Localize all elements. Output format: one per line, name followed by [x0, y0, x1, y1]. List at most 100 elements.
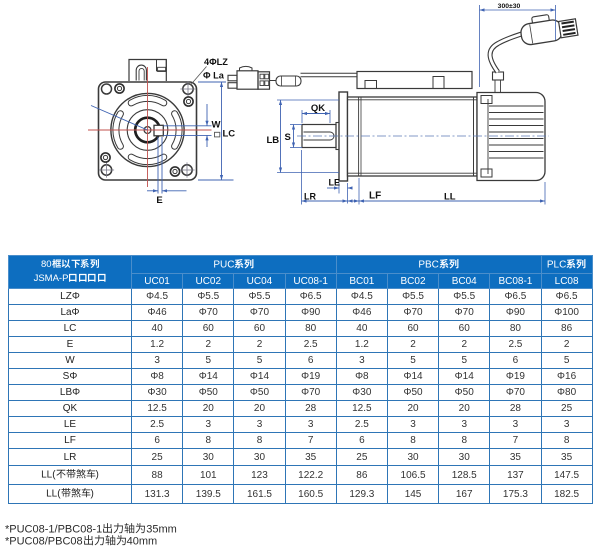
cjk-glyph [61, 488, 71, 498]
la-leader-line [90, 105, 148, 131]
corner-hole [100, 83, 113, 95]
side-flange [338, 91, 349, 182]
column-header-UC02: UC02 [182, 273, 235, 289]
square-symbol [214, 131, 221, 138]
row-label: LBΦ [8, 384, 132, 401]
spec-cell-UC01-W: 3 [130, 352, 184, 369]
table-row-LB: LBΦ Φ30 Φ50 Φ50 Φ70 Φ30 Φ50 Φ50 Φ70 Φ80 [8, 384, 593, 401]
row-label: LC [8, 320, 132, 337]
spec-cell-UC02-LE: 3 [182, 416, 235, 433]
table-row-LR: LR 25 30 30 35 25 30 30 35 35 [8, 448, 593, 466]
spec-cell-BC08-1-LB: Φ70 [489, 384, 542, 401]
motor-body [346, 96, 478, 177]
column-header-LC08: LC08 [540, 273, 593, 289]
spec-cell-BC01-E: 1.2 [335, 336, 388, 353]
column-header-BC02: BC02 [386, 273, 440, 289]
spec-cell-LC08-E: 2 [540, 336, 593, 353]
spec-cell-BC01-LE: 2.5 [335, 416, 388, 433]
spec-cell-UC08-1-LB: Φ70 [284, 384, 337, 401]
spec-cell-LC08-LF: 8 [540, 432, 593, 449]
spec-cell-UC08-1-LR: 35 [284, 448, 337, 466]
spec-cell-BC01-LZ: Φ4.5 [335, 288, 388, 305]
dim-label-lr: LR [304, 192, 316, 202]
spec-cell-BC04-LC: 60 [438, 320, 491, 337]
spec-cell-UC04-S: Φ14 [233, 368, 286, 385]
spec-cell-UC02-W: 5 [182, 352, 235, 369]
cjk-glyph [70, 488, 81, 498]
cjk-glyph [566, 258, 576, 269]
spec-cell-UC01-LB: Φ30 [130, 384, 184, 401]
plug-prong [227, 74, 238, 82]
spec-cell-BC02-LL: 145 [386, 484, 440, 504]
cjk-glyph [135, 523, 146, 534]
spec-cell-BC01-LC: 40 [335, 320, 388, 337]
column-header-BC08-1: BC08-1 [489, 273, 542, 289]
cjk-glyph [439, 258, 449, 269]
arc-slot [171, 110, 183, 150]
spec-cell-UC04-LZ: Φ5.5 [233, 288, 286, 305]
spec-cell-BC08-1-LL: 175.3 [489, 484, 542, 504]
column-header-UC01: UC01 [130, 273, 184, 289]
spec-cell-BC04-LL: 128.5 [438, 465, 491, 485]
spec-cell-BC01-QK: 12.5 [335, 400, 388, 417]
cjk-glyph [105, 535, 115, 546]
spec-cell-BC04-LR: 30 [438, 448, 491, 466]
spec-cell-BC01-LL: 129.3 [335, 484, 388, 504]
row-label: SΦ [8, 368, 132, 385]
spec-cell-UC01-LL: 131.3 [130, 484, 184, 504]
spec-cell-BC02-S: Φ14 [386, 368, 440, 385]
spec-cell-BC02-W: 5 [386, 352, 440, 369]
cjk-glyph [124, 523, 135, 534]
row-label: LZΦ [8, 288, 132, 305]
dim-label-cable_length: 300±30 [498, 3, 521, 10]
encoder-cable-exit [491, 71, 505, 81]
cjk-glyph [88, 273, 96, 282]
cjk-glyph [75, 469, 86, 479]
spec-table: 80 JSMA-P PUC PBC PLC UC01 UC02 UC04 UC08-1 BC0… [8, 255, 593, 504]
spec-cell-UC02-LZ: Φ5.5 [182, 288, 235, 305]
cjk-glyph [66, 469, 76, 479]
spec-cell-BC01-LB: Φ30 [335, 384, 388, 401]
spec-cell-UC04-E: 2 [233, 336, 286, 353]
column-header-UC08-1: UC08-1 [284, 273, 337, 289]
dim-label-holes: 4ΦLZ [204, 57, 228, 67]
spec-cell-BC04-LL: 167 [438, 484, 491, 504]
column-header-UC04: UC04 [233, 273, 286, 289]
spec-cell-UC02-LB: Φ50 [182, 384, 235, 401]
spec-cell-UC08-1-LF: 7 [284, 432, 337, 449]
spec-cell-UC04-LL: 123 [233, 465, 286, 485]
spec-cell-LC08-W: 5 [540, 352, 593, 369]
cjk-glyph [89, 259, 99, 269]
table-row-LL: LL() 131.3 139.5 161.5 160.5 129.3 145 167 175.3… [8, 484, 593, 504]
spec-cell-UC02-LC: 60 [182, 320, 235, 337]
spec-cell-UC02-S: Φ14 [182, 368, 235, 385]
spec-cell-UC02-LF: 8 [182, 432, 235, 449]
table-row-E: E 1.2 2 2 2.5 1.2 2 2 2.5 2 [8, 336, 593, 353]
dim-label-w: W [212, 120, 221, 131]
arc-slot [127, 94, 168, 107]
ring-hole [114, 83, 125, 94]
spec-cell-UC08-1-S: Φ19 [284, 368, 337, 385]
spec-cell-LC08-LB: Φ80 [540, 384, 593, 401]
spec-cell-LC08-LR: 35 [540, 448, 593, 466]
row-label: E [8, 336, 132, 353]
spec-cell-UC08-1-QK: 28 [284, 400, 337, 417]
spec-cell-LC08-LL: 147.5 [540, 465, 593, 485]
spec-cell-BC04-La: Φ70 [438, 304, 491, 321]
spec-cell-UC01-LF: 6 [130, 432, 184, 449]
spec-cell-BC01-LL: 86 [335, 465, 388, 485]
table-row-LE: LE 2.5 3 3 3 2.5 3 3 3 3 [8, 416, 593, 433]
cjk-glyph [80, 259, 90, 269]
spec-cell-BC01-LR: 25 [335, 448, 388, 466]
spec-cell-BC08-1-LL: 137 [489, 465, 542, 485]
ring-hole [169, 166, 181, 177]
row-label: LR [8, 448, 132, 466]
cjk-glyph [244, 258, 254, 269]
table-row-LL: LL() 88 101 123 122.2 86 106.5 128.5 137 147.5 [8, 465, 593, 485]
spec-cell-BC01-La: Φ46 [335, 304, 388, 321]
spec-cell-LC08-LL: 182.5 [540, 484, 593, 504]
plug-prong [227, 82, 238, 89]
spec-cell-UC04-LE: 3 [233, 416, 286, 433]
spec-cell-UC08-1-LC: 80 [284, 320, 337, 337]
spec-cell-UC01-LR: 25 [130, 448, 184, 466]
